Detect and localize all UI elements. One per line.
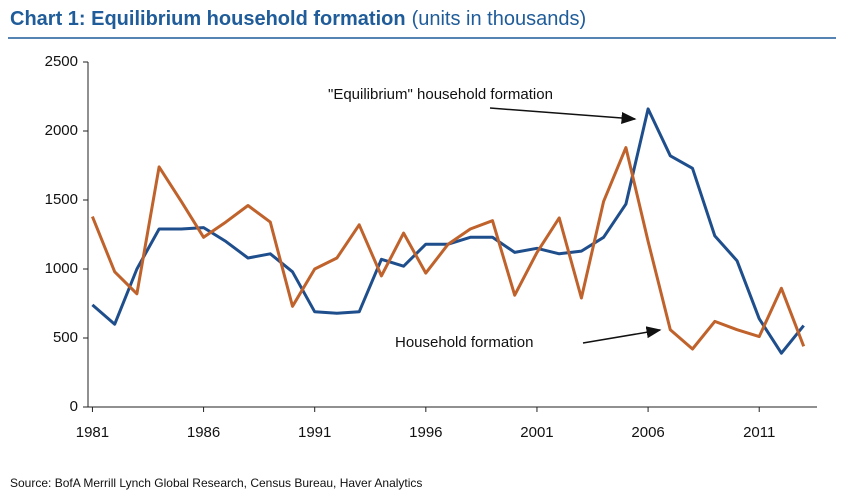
chart-title: Chart 1: Equilibrium household formation…: [10, 8, 586, 30]
x-tick-label: 2011: [743, 424, 775, 441]
x-tick-label: 1991: [298, 424, 331, 441]
x-tick-label: 1981: [76, 424, 109, 441]
y-tick-label: 1000: [45, 260, 78, 277]
annotation: "Equilibrium" household formation: [328, 86, 553, 103]
annotation-arrow: [582, 326, 662, 344]
series-line: [91, 146, 806, 351]
y-tick-label: 1500: [45, 191, 78, 208]
y-tick-label: 2000: [45, 122, 78, 139]
annotation: Household formation: [395, 334, 533, 351]
x-tick-label: 1996: [409, 424, 442, 441]
x-tick-label: 2006: [631, 424, 664, 441]
title: Chart 1: Equilibrium household formation: [10, 8, 406, 30]
annotation-arrow: [489, 107, 637, 124]
x-tick-label: 1986: [187, 424, 220, 441]
y-tick-label: 2500: [45, 53, 78, 70]
subtitle: (units in thousands): [412, 8, 587, 30]
x-tick-label: 2001: [520, 424, 553, 441]
y-tick-label: 0: [70, 398, 78, 415]
source: Source: BofA Merrill Lynch Global Resear…: [10, 476, 422, 490]
y-tick-label: 500: [53, 329, 78, 346]
